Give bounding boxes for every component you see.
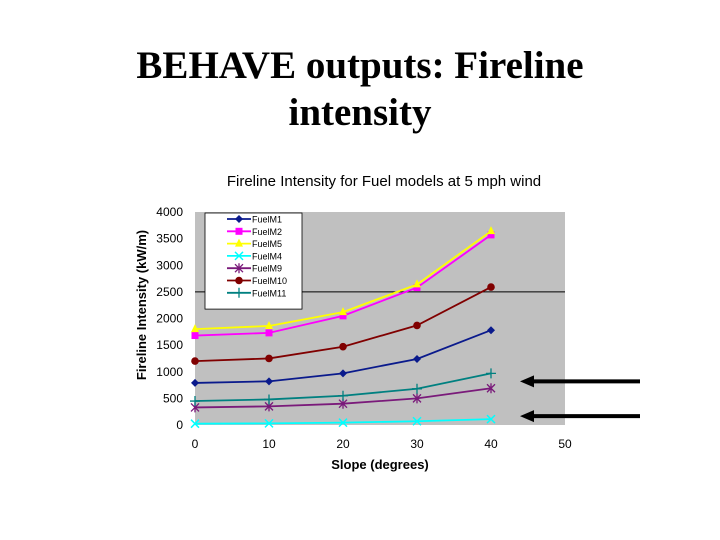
- series-fuelm5: [191, 226, 495, 333]
- data-point: [413, 284, 421, 292]
- y-tick-label: 1000: [156, 365, 183, 379]
- legend-label: FuelM2: [252, 227, 282, 237]
- data-point: [338, 418, 348, 428]
- data-point: [338, 390, 348, 401]
- data-point: [413, 279, 421, 288]
- data-point: [339, 369, 347, 378]
- x-tick-label: 40: [484, 437, 498, 451]
- y-tick-label: 3000: [156, 258, 183, 272]
- data-point: [191, 324, 199, 333]
- legend-label: FuelM4: [252, 251, 282, 261]
- y-tick-label: 2500: [156, 285, 183, 299]
- slide-title-line-1: BEHAVE outputs: Fireline: [136, 44, 584, 87]
- data-point: [235, 276, 243, 285]
- data-point: [339, 342, 347, 351]
- y-tick-label: 500: [163, 391, 183, 405]
- data-point: [264, 418, 274, 428]
- x-tick-label: 50: [558, 437, 572, 451]
- data-point: [234, 251, 244, 261]
- data-point: [413, 321, 421, 330]
- legend-label: FuelM9: [252, 264, 282, 274]
- arrow-head: [520, 375, 534, 388]
- y-tick-label: 4000: [156, 205, 183, 219]
- data-point: [487, 326, 495, 335]
- data-point: [235, 227, 243, 235]
- data-point: [412, 416, 422, 426]
- legend-label: FuelM5: [252, 239, 282, 249]
- legend-label: FuelM10: [252, 276, 287, 286]
- data-point: [265, 320, 273, 329]
- y-tick-label: 3500: [156, 232, 183, 246]
- data-point: [190, 419, 200, 429]
- data-point: [191, 357, 199, 365]
- series-fuelm11: [190, 368, 496, 407]
- data-point: [265, 329, 273, 337]
- data-point: [413, 354, 421, 363]
- data-point: [191, 332, 199, 340]
- series-fuelm9: [190, 383, 496, 413]
- x-axis-label: Slope (degrees): [331, 457, 429, 472]
- legend-entry: FuelM1: [227, 215, 282, 225]
- legend-label: FuelM11: [252, 288, 286, 298]
- y-tick-label: 1500: [156, 338, 183, 352]
- series-fuelm1: [191, 326, 495, 387]
- legend-entry: FuelM11: [227, 287, 286, 298]
- data-point: [339, 312, 347, 320]
- data-point: [235, 215, 243, 223]
- legend-entry: FuelM5: [227, 238, 282, 249]
- series-fuelm2: [191, 231, 495, 340]
- data-point: [339, 307, 347, 316]
- annotation-arrow: [520, 410, 640, 423]
- series-fuelm10: [191, 283, 495, 365]
- y-axis-label: Fireline Intensity (kW/m): [134, 230, 149, 380]
- data-point: [412, 393, 422, 404]
- data-point: [264, 394, 274, 405]
- data-point: [235, 238, 243, 247]
- data-point: [234, 263, 244, 274]
- data-point: [412, 383, 422, 394]
- data-point: [486, 368, 496, 379]
- legend-box: [204, 212, 303, 310]
- legend-label: FuelM1: [252, 215, 282, 225]
- data-point: [487, 231, 495, 239]
- data-point: [265, 377, 273, 386]
- data-point: [265, 354, 273, 363]
- x-tick-label: 20: [336, 437, 350, 451]
- data-point: [487, 226, 495, 235]
- x-tick-label: 0: [192, 437, 199, 451]
- y-tick-label: 2000: [156, 312, 183, 326]
- legend-entry: FuelM9: [227, 263, 282, 274]
- data-point: [486, 414, 496, 424]
- legend-entry: FuelM4: [227, 251, 282, 261]
- data-point: [487, 283, 495, 291]
- arrow-head: [520, 410, 534, 423]
- chart-title: Fireline Intensity for Fuel models at 5 …: [227, 173, 541, 190]
- legend-entry: FuelM2: [227, 227, 282, 237]
- data-point: [234, 287, 244, 298]
- x-tick-label: 10: [262, 437, 276, 451]
- data-point: [486, 383, 496, 394]
- data-point: [190, 396, 200, 407]
- slide-title: BEHAVE outputs: Fireline intensity: [60, 42, 660, 136]
- series-fuelm4: [190, 414, 496, 429]
- slide-title-line-2: intensity: [288, 91, 432, 134]
- annotation-arrow: [520, 375, 640, 388]
- x-tick-label: 30: [410, 437, 424, 451]
- legend-entry: FuelM10: [227, 276, 287, 286]
- data-point: [191, 378, 199, 387]
- y-tick-label: 0: [176, 418, 183, 432]
